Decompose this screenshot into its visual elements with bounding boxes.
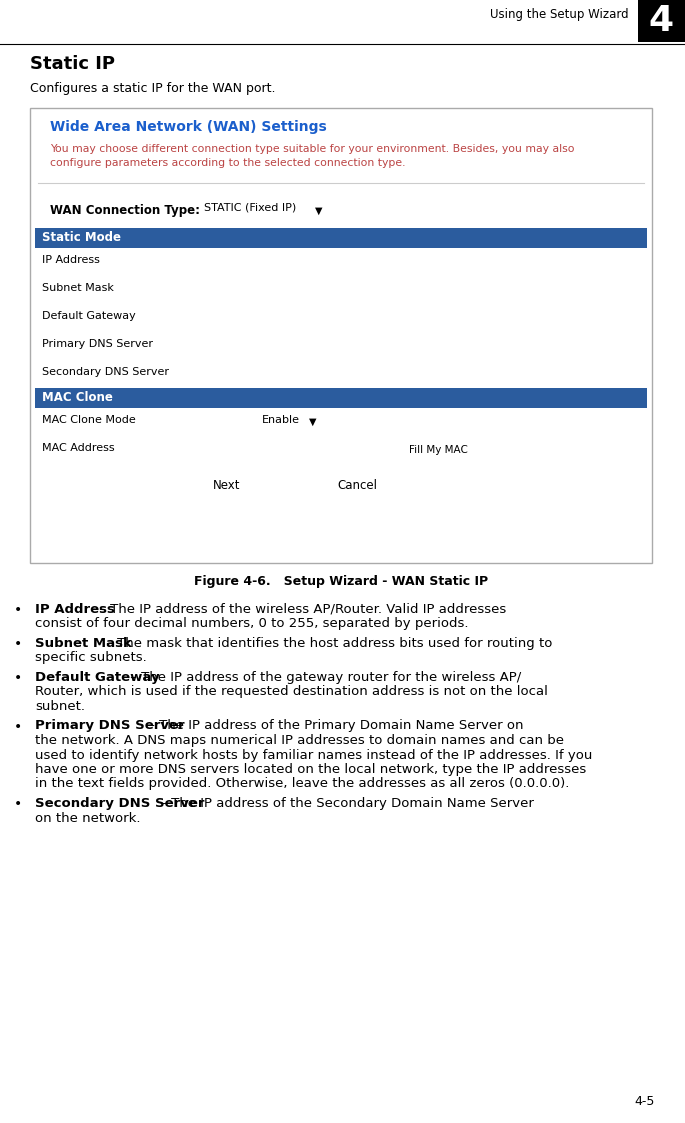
Text: consist of four decimal numbers, 0 to 255, separated by periods.: consist of four decimal numbers, 0 to 25… (35, 618, 469, 630)
Text: configure parameters according to the selected connection type.: configure parameters according to the se… (50, 158, 406, 168)
Text: Cancel: Cancel (337, 480, 377, 492)
Bar (35, 436, 250, 464)
Text: Figure 4-6.   Setup Wizard - WAN Static IP: Figure 4-6. Setup Wizard - WAN Static IP (194, 575, 488, 588)
Text: Subnet Mask: Subnet Mask (42, 283, 114, 293)
Text: WAN Connection Type:: WAN Connection Type: (50, 204, 200, 217)
Text: MAC Clone: MAC Clone (42, 391, 113, 404)
Bar (258, 412, 303, 431)
Text: – The mask that identifies the host address bits used for routing to: – The mask that identifies the host addr… (101, 637, 552, 650)
Text: Primary DNS Server: Primary DNS Server (35, 720, 185, 732)
Text: Router, which is used if the requested destination address is not on the local: Router, which is used if the requested d… (35, 685, 548, 699)
Bar (258, 336, 393, 355)
Text: Subnet Mask: Subnet Mask (35, 637, 132, 650)
Text: Static IP: Static IP (30, 55, 115, 73)
Bar (308, 200, 330, 222)
Text: – The IP address of the gateway router for the wireless AP/: – The IP address of the gateway router f… (126, 672, 521, 684)
Text: 4: 4 (649, 4, 673, 38)
Text: ▼: ▼ (309, 417, 316, 427)
Text: You may choose different connection type suitable for your environment. Besides,: You may choose different connection type… (50, 144, 575, 154)
Bar (258, 364, 393, 383)
Bar (35, 228, 647, 248)
Text: Enable: Enable (262, 416, 300, 424)
Text: Primary DNS Server: Primary DNS Server (42, 339, 153, 349)
Text: IP Address: IP Address (42, 255, 100, 265)
Text: •: • (14, 637, 22, 651)
Bar (398, 440, 478, 459)
Bar (250, 276, 647, 304)
Text: on the network.: on the network. (35, 812, 140, 824)
Text: – The IP address of the Primary Domain Name Server on: – The IP address of the Primary Domain N… (144, 720, 523, 732)
Bar (35, 248, 250, 276)
Text: Fill My MAC: Fill My MAC (408, 445, 467, 455)
Text: IP Address: IP Address (35, 603, 115, 617)
Bar (200, 200, 308, 222)
Bar (250, 408, 647, 436)
Text: the network. A DNS maps numerical IP addresses to domain names and can be: the network. A DNS maps numerical IP add… (35, 734, 564, 747)
Text: Secondary DNS Server: Secondary DNS Server (35, 797, 205, 810)
Text: Static Mode: Static Mode (42, 231, 121, 244)
Text: Default Gateway: Default Gateway (42, 311, 136, 321)
Text: MAC Clone Mode: MAC Clone Mode (42, 416, 136, 424)
Text: have one or more DNS servers located on the local network, type the IP addresses: have one or more DNS servers located on … (35, 763, 586, 776)
Bar (258, 280, 393, 299)
Text: •: • (14, 797, 22, 811)
Text: Secondary DNS Server: Secondary DNS Server (42, 367, 169, 377)
Text: Configures a static IP for the WAN port.: Configures a static IP for the WAN port. (30, 82, 275, 95)
Text: Next: Next (213, 480, 240, 492)
Bar (35, 332, 250, 360)
Bar (250, 360, 647, 389)
Bar (258, 252, 393, 271)
Text: ▼: ▼ (315, 206, 323, 216)
Text: 4-5: 4-5 (634, 1095, 655, 1108)
Text: •: • (14, 603, 22, 617)
Text: Using the Setup Wizard: Using the Setup Wizard (490, 8, 629, 21)
Bar (250, 436, 647, 464)
Text: in the text fields provided. Otherwise, leave the addresses as all zeros (0.0.0.: in the text fields provided. Otherwise, … (35, 777, 569, 791)
Text: •: • (14, 672, 22, 685)
Bar (258, 440, 388, 459)
Bar (250, 332, 647, 360)
Bar (250, 248, 647, 276)
Bar (180, 474, 275, 497)
Text: STATIC (Fixed IP): STATIC (Fixed IP) (204, 203, 296, 213)
Text: specific subnets.: specific subnets. (35, 651, 147, 665)
Bar (35, 276, 250, 304)
Bar (35, 408, 250, 436)
Text: Wide Area Network (WAN) Settings: Wide Area Network (WAN) Settings (50, 120, 327, 134)
Text: used to identify network hosts by familiar names instead of the IP addresses. If: used to identify network hosts by famili… (35, 749, 593, 761)
Bar (35, 304, 250, 332)
Text: MAC Address: MAC Address (42, 442, 114, 453)
Bar (258, 308, 393, 327)
Bar (638, 0, 685, 42)
Bar (303, 412, 323, 431)
Text: subnet.: subnet. (35, 700, 85, 713)
Bar (310, 474, 405, 497)
Bar (250, 304, 647, 332)
Bar (35, 360, 250, 389)
Text: – The IP address of the Secondary Domain Name Server: – The IP address of the Secondary Domain… (156, 797, 534, 810)
Text: Default Gateway: Default Gateway (35, 672, 160, 684)
Text: •: • (14, 720, 22, 733)
Bar (30, 108, 652, 563)
Text: – The IP address of the wireless AP/Router. Valid IP addresses: – The IP address of the wireless AP/Rout… (95, 603, 507, 617)
Bar (35, 389, 647, 408)
